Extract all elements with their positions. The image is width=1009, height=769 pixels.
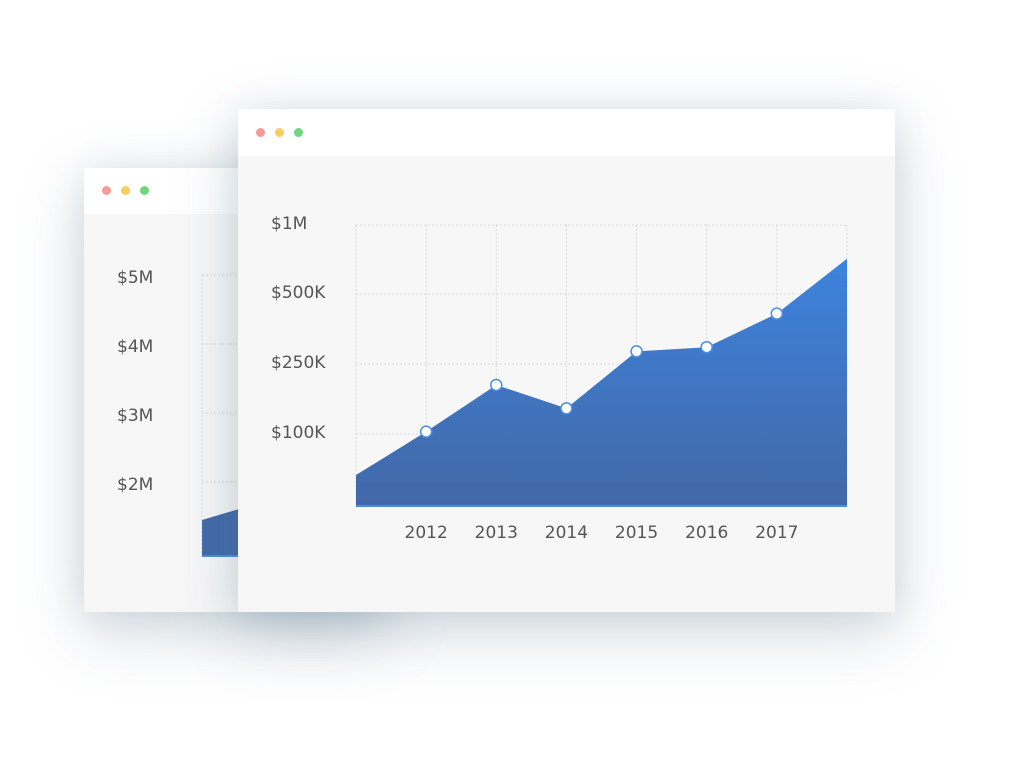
close-dot-icon[interactable]	[102, 186, 111, 195]
maximize-dot-icon[interactable]	[294, 128, 303, 137]
x-tick-label: 2013	[474, 523, 518, 543]
data-point-2014	[560, 402, 573, 415]
y-tick-label: $5M	[117, 268, 154, 288]
y-tick-label: $3M	[117, 406, 154, 426]
x-tick-label: 2017	[755, 523, 799, 543]
data-point-2017	[770, 307, 784, 320]
area-series	[356, 258, 847, 506]
x-tick-label: 2014	[544, 523, 589, 543]
data-point-2015	[630, 345, 643, 358]
minimize-dot-icon[interactable]	[275, 128, 284, 137]
y-tick-label: $100K	[271, 423, 326, 443]
front-title-bar	[238, 109, 895, 156]
minimize-dot-icon[interactable]	[121, 186, 130, 195]
data-point-2012	[419, 425, 433, 438]
maximize-dot-icon[interactable]	[140, 186, 149, 195]
data-point-2013	[490, 378, 503, 392]
close-dot-icon[interactable]	[256, 128, 265, 137]
y-tick-label: $2M	[117, 475, 154, 495]
y-tick-label: $4M	[117, 337, 154, 357]
x-tick-label: 2012	[404, 523, 448, 543]
front-window: $1M $500K $250K $100K 2012 2013 2014 2015 2016 20…	[238, 109, 895, 612]
y-tick-label: $250K	[271, 353, 326, 373]
data-point-2016	[700, 340, 713, 354]
y-tick-label: $1M	[271, 214, 308, 234]
y-tick-label: $500K	[271, 283, 326, 303]
x-tick-label: 2015	[614, 523, 659, 543]
front-chart	[355, 224, 848, 507]
x-tick-label: 2016	[685, 523, 729, 543]
